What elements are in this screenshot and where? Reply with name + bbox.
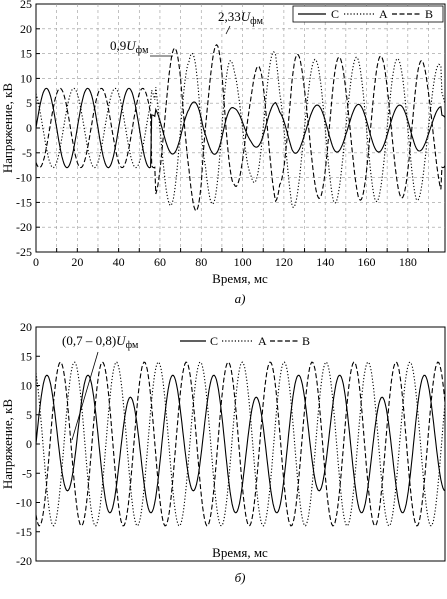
annotation-1-text: 0,9Uфм xyxy=(110,38,149,56)
chart-a-legend-box xyxy=(292,5,444,23)
series-b-line xyxy=(35,44,446,212)
y-tick-label: 15 xyxy=(20,349,32,363)
annotation-b-prefix: (0,7 – 0,8) xyxy=(62,333,116,348)
annotation-1-prefix: 0,9 xyxy=(110,38,126,53)
y-tick-label: 20 xyxy=(20,320,32,334)
y-tick-label: 10 xyxy=(20,379,32,393)
y-tick-label: -10 xyxy=(16,171,32,185)
legend-b-label: B xyxy=(425,7,433,21)
y-tick-label: 25 xyxy=(20,0,32,11)
chart-a-annotation-1: 0,9Uфм xyxy=(110,38,173,57)
chart-b-caption: б) xyxy=(235,570,246,585)
chart-b-plot-area xyxy=(35,326,446,562)
series-c-line xyxy=(35,374,446,514)
series-a-line xyxy=(35,361,446,527)
y-tick-label: 5 xyxy=(26,408,32,422)
chart-b-series xyxy=(35,361,446,527)
y-tick-label: 15 xyxy=(20,47,32,61)
chart-a-caption: а) xyxy=(235,291,246,306)
y-tick-label: -20 xyxy=(16,220,32,234)
chart-b-ticks: -20 -15 -10 -5 0 5 10 15 20 xyxy=(16,320,40,568)
y-tick-label: -20 xyxy=(16,554,32,568)
y-tick-label: 0 xyxy=(26,121,32,135)
y-tick-label: 0 xyxy=(26,437,32,451)
chart-b-x-label: Время, мс xyxy=(212,545,268,560)
chart-a-y-label: Напряжение, кВ xyxy=(0,83,15,174)
chart-b-annotation: (0,7 – 0,8)Uфм xyxy=(62,333,139,441)
annotation-2-text: 2,33Uфм xyxy=(218,9,264,27)
annotation-2-var: U xyxy=(241,9,252,24)
x-tick-label: 100 xyxy=(234,255,252,269)
y-tick-label: 10 xyxy=(20,71,32,85)
legend-a-label: A xyxy=(379,7,388,21)
chart-a-ticks: -25 -20 -15 -10 -5 0 5 10 15 20 25 0 20 40 60 80 100 120 1… xyxy=(16,0,429,269)
x-tick-label: 80 xyxy=(195,255,207,269)
legend-b-a-label: A xyxy=(258,334,267,348)
chart-a-x-label: Время, мс xyxy=(212,271,268,286)
chart-a-grid xyxy=(36,4,445,252)
chart-a-annotation-2: 2,33Uфм xyxy=(218,9,264,35)
x-tick-label: 60 xyxy=(154,255,166,269)
legend-c-label: C xyxy=(331,7,339,21)
annotation-1-sub: фм xyxy=(136,45,149,56)
legend-b-c-label: C xyxy=(210,334,218,348)
x-tick-label: 160 xyxy=(358,255,376,269)
y-tick-label: -5 xyxy=(22,466,32,480)
chart-a: -25 -20 -15 -10 -5 0 5 10 15 20 25 0 20 40 60 80 100 120 1… xyxy=(0,0,446,306)
series-b-line xyxy=(35,361,446,527)
x-tick-label: 20 xyxy=(71,255,83,269)
annotation-b-arrow xyxy=(71,351,99,441)
annotation-b-text: (0,7 – 0,8)Uфм xyxy=(62,333,139,351)
y-tick-label: -5 xyxy=(22,146,32,160)
x-tick-label: 180 xyxy=(399,255,417,269)
chart-a-series xyxy=(35,44,446,212)
chart-b: -20 -15 -10 -5 0 5 10 15 20 Напряжение, кВ Время… xyxy=(0,320,446,585)
x-tick-label: 0 xyxy=(33,255,39,269)
y-tick-label: 20 xyxy=(20,22,32,36)
annotation-2-arrow xyxy=(225,25,231,35)
legend-b-b-label: B xyxy=(302,334,310,348)
x-tick-label: 120 xyxy=(275,255,293,269)
annotation-1-var: U xyxy=(126,38,137,53)
annotation-b-var: U xyxy=(116,333,127,348)
chart-b-y-label: Напряжение, кВ xyxy=(0,399,15,490)
series-a-line xyxy=(35,51,446,209)
chart-b-legend: C A B xyxy=(180,334,310,348)
y-tick-label: -15 xyxy=(16,195,32,209)
annotation-b-sub: фм xyxy=(126,340,139,351)
chart-a-legend: C A B xyxy=(292,5,444,23)
annotation-2-prefix: 2,33 xyxy=(218,9,241,24)
y-tick-label: 5 xyxy=(26,96,32,110)
x-tick-label: 40 xyxy=(113,255,125,269)
y-tick-label: -25 xyxy=(16,245,32,259)
y-tick-label: -10 xyxy=(16,496,32,510)
y-tick-label: -15 xyxy=(16,525,32,539)
series-c-line xyxy=(35,87,446,169)
annotation-2-sub: фм xyxy=(250,16,263,27)
x-tick-label: 140 xyxy=(316,255,334,269)
